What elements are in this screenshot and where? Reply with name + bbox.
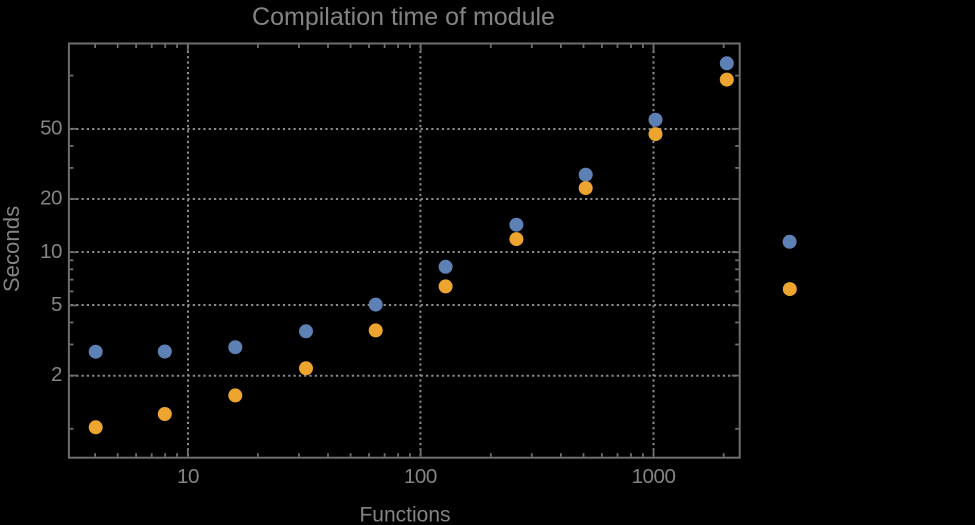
svg-text:100: 100 — [404, 465, 437, 488]
svg-text:1000: 1000 — [632, 465, 676, 488]
svg-text:10: 10 — [40, 240, 62, 263]
svg-text:2: 2 — [51, 363, 62, 386]
svg-text:Seconds: Seconds — [0, 206, 24, 292]
svg-text:Compilation time of module: Compilation time of module — [252, 3, 555, 31]
svg-text:50: 50 — [40, 116, 62, 139]
svg-text:10: 10 — [177, 465, 199, 488]
svg-text:20: 20 — [40, 187, 62, 210]
svg-text:5: 5 — [51, 293, 62, 316]
svg-text:Functions: Functions — [359, 504, 450, 525]
